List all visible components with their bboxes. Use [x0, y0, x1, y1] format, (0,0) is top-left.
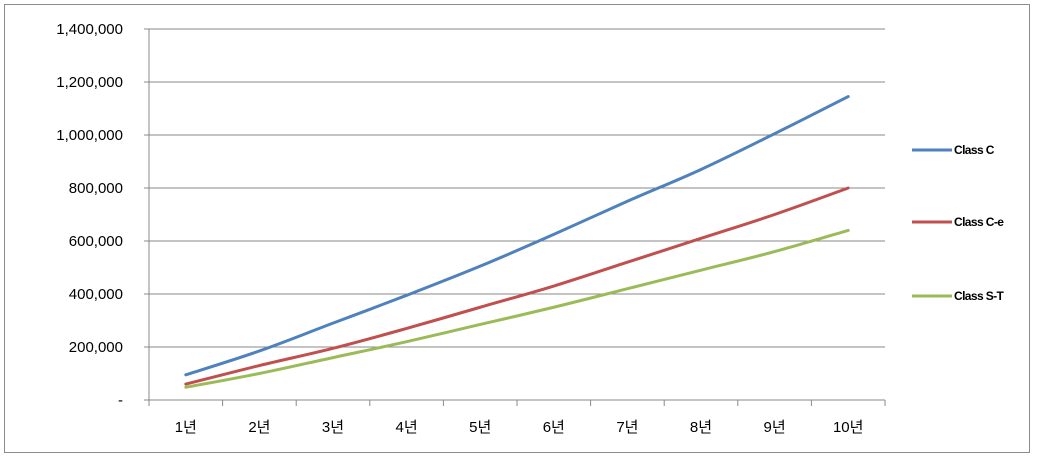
- x-tick-label: 7년: [616, 419, 638, 436]
- y-tick-label: -: [118, 392, 123, 409]
- series-lines: [184, 95, 850, 389]
- series-line-1: [184, 95, 850, 377]
- legend: Class C Class C-e Class S-T: [912, 143, 1005, 303]
- x-tick-label: 3년: [322, 419, 344, 436]
- legend-label: Class C: [954, 143, 995, 157]
- x-tick-label: 4년: [396, 419, 418, 436]
- legend-label: Class S-T: [954, 289, 1005, 303]
- series-line-2: [184, 186, 850, 386]
- chart-frame: - 200,000 400,000 600,000 800,000 1,000,000 1,…: [4, 4, 1030, 453]
- x-tick-label: 9년: [764, 419, 786, 436]
- series-line-3: [184, 228, 850, 389]
- x-tick-label: 2년: [248, 419, 270, 436]
- y-tick-label: 1,200,000: [56, 74, 123, 91]
- axes: [144, 28, 886, 406]
- y-tick-label: 400,000: [69, 286, 123, 303]
- y-tick-label: 1,400,000: [56, 21, 123, 38]
- x-tick-label: 8년: [690, 419, 712, 436]
- x-tick-label: 10년: [833, 419, 864, 436]
- x-tick-label: 5년: [469, 419, 491, 436]
- x-axis-ticks: 1년 2년 3년 4년 5년 6년 7년 8년 9년 10년: [175, 419, 864, 436]
- y-tick-label: 800,000: [69, 180, 123, 197]
- y-axis-ticks: - 200,000 400,000 600,000 800,000 1,000,000 1,…: [56, 21, 123, 409]
- x-tick-label: 1년: [175, 419, 197, 436]
- y-tick-label: 600,000: [69, 233, 123, 250]
- legend-label: Class C-e: [954, 215, 1004, 229]
- line-chart: - 200,000 400,000 600,000 800,000 1,000,000 1,…: [56, 21, 1005, 436]
- x-tick-label: 6년: [543, 419, 565, 436]
- y-tick-label: 200,000: [69, 339, 123, 356]
- y-tick-label: 1,000,000: [56, 127, 123, 144]
- gridlines: [149, 28, 885, 348]
